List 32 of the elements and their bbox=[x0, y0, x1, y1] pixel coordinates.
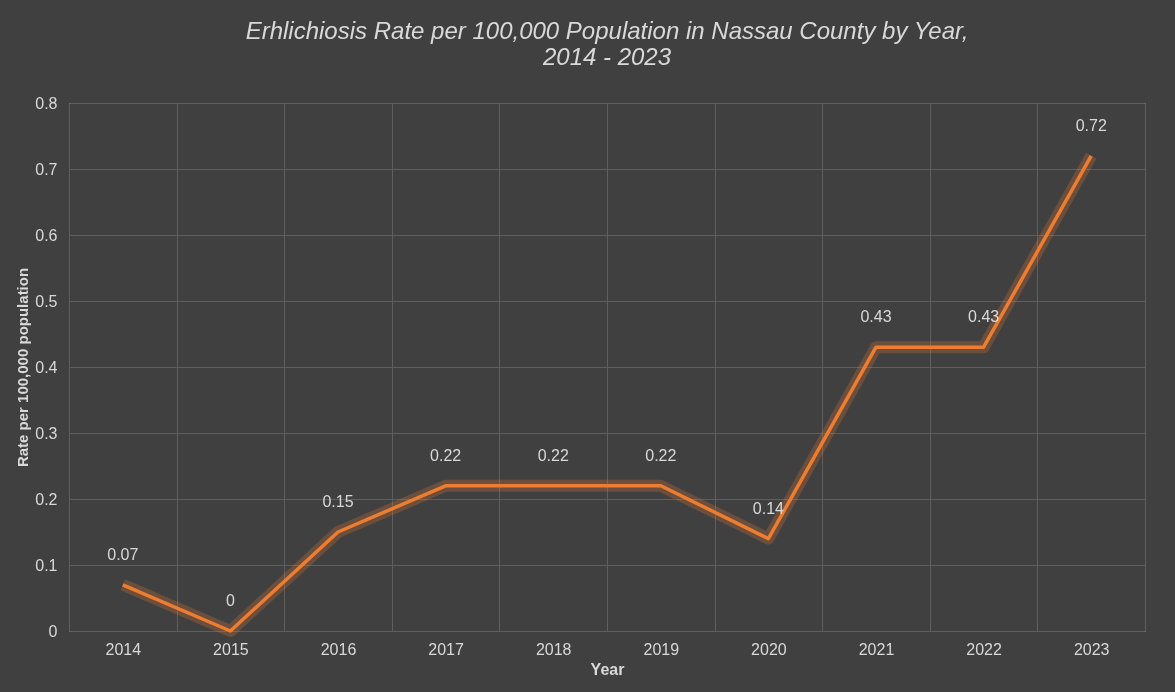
data-label: 0.22 bbox=[537, 446, 569, 464]
x-axis-title: Year bbox=[590, 660, 625, 678]
x-tick-label: 2018 bbox=[535, 640, 572, 658]
x-tick-label: 2014 bbox=[105, 640, 142, 658]
chart-title: Erhlichiosis Rate per 100,000 Population in Nassau County by Year, 2014 - 2023 bbox=[245, 17, 969, 70]
data-label: 0 bbox=[225, 592, 235, 609]
x-tick-label: 2016 bbox=[320, 640, 357, 658]
y-tick-label: 0.4 bbox=[35, 358, 58, 376]
y-tick-label: 0.5 bbox=[35, 292, 58, 310]
data-label: 0.14 bbox=[752, 499, 785, 517]
data-label: 0.07 bbox=[107, 545, 139, 563]
y-tick-label: 0.6 bbox=[35, 226, 58, 244]
x-tick-label: 2022 bbox=[966, 640, 1002, 658]
data-label: 0.43 bbox=[860, 308, 892, 326]
data-label: 0.72 bbox=[1075, 116, 1107, 134]
y-tick-label: 0.2 bbox=[35, 490, 58, 508]
x-tick-label: 2019 bbox=[643, 640, 680, 658]
y-tick-label: 0.1 bbox=[35, 556, 58, 574]
y-tick-label: 0.3 bbox=[35, 424, 58, 442]
x-tick-label: 2017 bbox=[428, 640, 464, 658]
data-label: 0.43 bbox=[968, 308, 1000, 326]
y-tick-label: 0 bbox=[48, 622, 58, 640]
y-tick-label: 0.8 bbox=[35, 94, 58, 112]
x-tick-label: 2023 bbox=[1073, 640, 1110, 658]
y-tick-label: 0.7 bbox=[35, 160, 58, 178]
x-tick-label: 2020 bbox=[751, 640, 787, 658]
x-tick-label: 2015 bbox=[213, 640, 249, 658]
data-label: 0.15 bbox=[322, 493, 354, 510]
y-axis-title: Rate per 100,000 population bbox=[14, 267, 32, 468]
data-label: 0.22 bbox=[645, 446, 677, 464]
data-label: 0.22 bbox=[430, 446, 462, 464]
x-tick-label: 2021 bbox=[858, 640, 895, 658]
